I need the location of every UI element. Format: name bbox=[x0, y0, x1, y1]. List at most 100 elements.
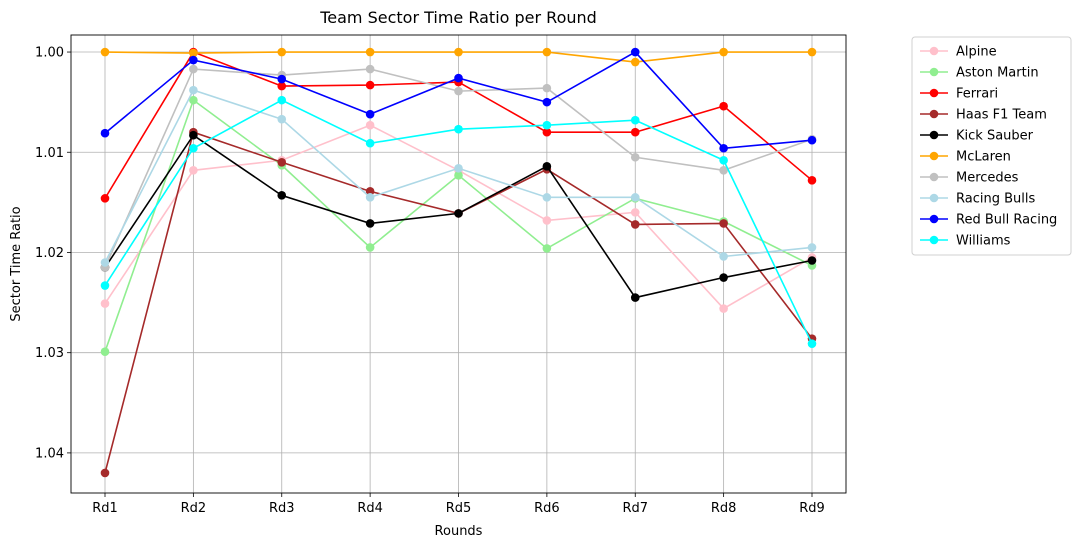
data-point bbox=[630, 47, 640, 57]
data-point bbox=[807, 243, 817, 252]
data-point bbox=[542, 216, 552, 225]
data-point bbox=[807, 339, 817, 348]
data-point bbox=[277, 47, 287, 57]
data-point bbox=[100, 258, 110, 267]
x-tick-label: Rd4 bbox=[357, 501, 383, 516]
data-point bbox=[719, 143, 728, 153]
data-point bbox=[542, 127, 552, 137]
data-point bbox=[277, 95, 287, 105]
data-point bbox=[189, 95, 198, 105]
x-tick-label: Rd3 bbox=[269, 501, 295, 516]
data-point bbox=[365, 109, 375, 119]
data-point bbox=[719, 252, 728, 261]
data-point bbox=[719, 304, 728, 313]
data-point bbox=[277, 157, 287, 167]
series-lines bbox=[100, 47, 817, 478]
legend-label: Aston Martin bbox=[956, 66, 1039, 81]
legend-label: Alpine bbox=[956, 45, 997, 60]
data-point bbox=[454, 73, 463, 83]
y-tick-label: 1.01 bbox=[35, 146, 64, 161]
data-point bbox=[630, 208, 640, 217]
x-tick-label: Rd5 bbox=[446, 501, 472, 516]
data-point bbox=[454, 124, 463, 134]
data-point bbox=[277, 74, 287, 84]
legend-label: Mercedes bbox=[956, 171, 1019, 186]
legend-item: Red Bull Racing bbox=[920, 213, 1057, 228]
series-mclaren bbox=[100, 47, 817, 67]
x-tick-label: Rd1 bbox=[92, 501, 118, 516]
legend-label: Red Bull Racing bbox=[956, 213, 1057, 228]
legend-label: Ferrari bbox=[956, 87, 998, 102]
data-point bbox=[719, 47, 728, 57]
legend-box bbox=[911, 36, 1072, 256]
data-point bbox=[100, 47, 110, 57]
chart-title: Team Sector Time Ratio per Round bbox=[319, 8, 597, 27]
legend-item: McLaren bbox=[920, 150, 1011, 165]
data-point bbox=[100, 347, 110, 356]
legend-item: Aston Martin bbox=[920, 66, 1039, 81]
data-point bbox=[189, 85, 198, 95]
data-point bbox=[365, 138, 375, 148]
data-point bbox=[454, 163, 463, 173]
legend-marker bbox=[929, 130, 939, 140]
data-point bbox=[630, 293, 640, 302]
data-point bbox=[630, 193, 640, 202]
data-point bbox=[542, 193, 552, 202]
legend-item: Racing Bulls bbox=[920, 192, 1035, 207]
data-point bbox=[719, 165, 728, 175]
data-point bbox=[807, 135, 817, 145]
data-point bbox=[630, 152, 640, 162]
data-point bbox=[100, 194, 110, 203]
data-point bbox=[454, 171, 463, 180]
data-point bbox=[719, 219, 728, 228]
data-point bbox=[454, 86, 463, 96]
data-point bbox=[365, 47, 375, 57]
legend-marker bbox=[929, 46, 939, 56]
data-point bbox=[630, 57, 640, 67]
legend-item: Ferrari bbox=[920, 87, 998, 102]
y-tick-label: 1.00 bbox=[35, 46, 64, 61]
x-axis-label: Rounds bbox=[435, 524, 483, 539]
data-point bbox=[719, 155, 728, 165]
data-point bbox=[542, 47, 552, 57]
x-tick-label: Rd7 bbox=[622, 501, 648, 516]
data-point bbox=[100, 468, 110, 478]
y-tick-label: 1.04 bbox=[35, 446, 64, 461]
x-tick-label: Rd9 bbox=[799, 501, 825, 516]
axis-ticks: Rd1 Rd2 Rd3 Rd4 Rd5 Rd6 Rd7 Rd8 Rd9 1.00 1.01 1.02 1… bbox=[35, 46, 825, 516]
legend-item: Kick Sauber bbox=[920, 129, 1034, 144]
data-point bbox=[189, 143, 198, 153]
y-axis-label: Sector Time Ratio bbox=[9, 206, 24, 321]
data-point bbox=[189, 48, 198, 58]
data-point bbox=[719, 273, 728, 282]
legend-marker bbox=[929, 172, 939, 182]
data-point bbox=[365, 120, 375, 130]
legend-item: Alpine bbox=[920, 45, 997, 60]
data-point bbox=[189, 165, 198, 175]
data-point bbox=[100, 299, 110, 308]
x-tick-label: Rd2 bbox=[181, 501, 207, 516]
data-point bbox=[630, 115, 640, 125]
series-red-bull-racing bbox=[100, 47, 817, 153]
data-point bbox=[542, 83, 552, 93]
data-point bbox=[542, 120, 552, 130]
legend-marker bbox=[929, 193, 939, 203]
data-point bbox=[365, 64, 375, 74]
legend-label: Haas F1 Team bbox=[956, 108, 1047, 123]
x-tick-label: Rd6 bbox=[534, 501, 560, 516]
data-point bbox=[365, 187, 375, 196]
legend-marker bbox=[929, 151, 939, 161]
legend-marker bbox=[929, 67, 939, 77]
legend: Alpine Aston Martin Ferrari Haas F1 Team Kic… bbox=[911, 36, 1072, 256]
data-point bbox=[454, 209, 463, 218]
data-point bbox=[542, 161, 552, 171]
legend-label: McLaren bbox=[956, 150, 1011, 165]
legend-label: Kick Sauber bbox=[956, 129, 1034, 144]
data-point bbox=[365, 219, 375, 228]
data-point bbox=[365, 193, 375, 202]
data-point bbox=[807, 256, 817, 265]
x-tick-label: Rd8 bbox=[711, 501, 737, 516]
data-point bbox=[189, 130, 198, 140]
